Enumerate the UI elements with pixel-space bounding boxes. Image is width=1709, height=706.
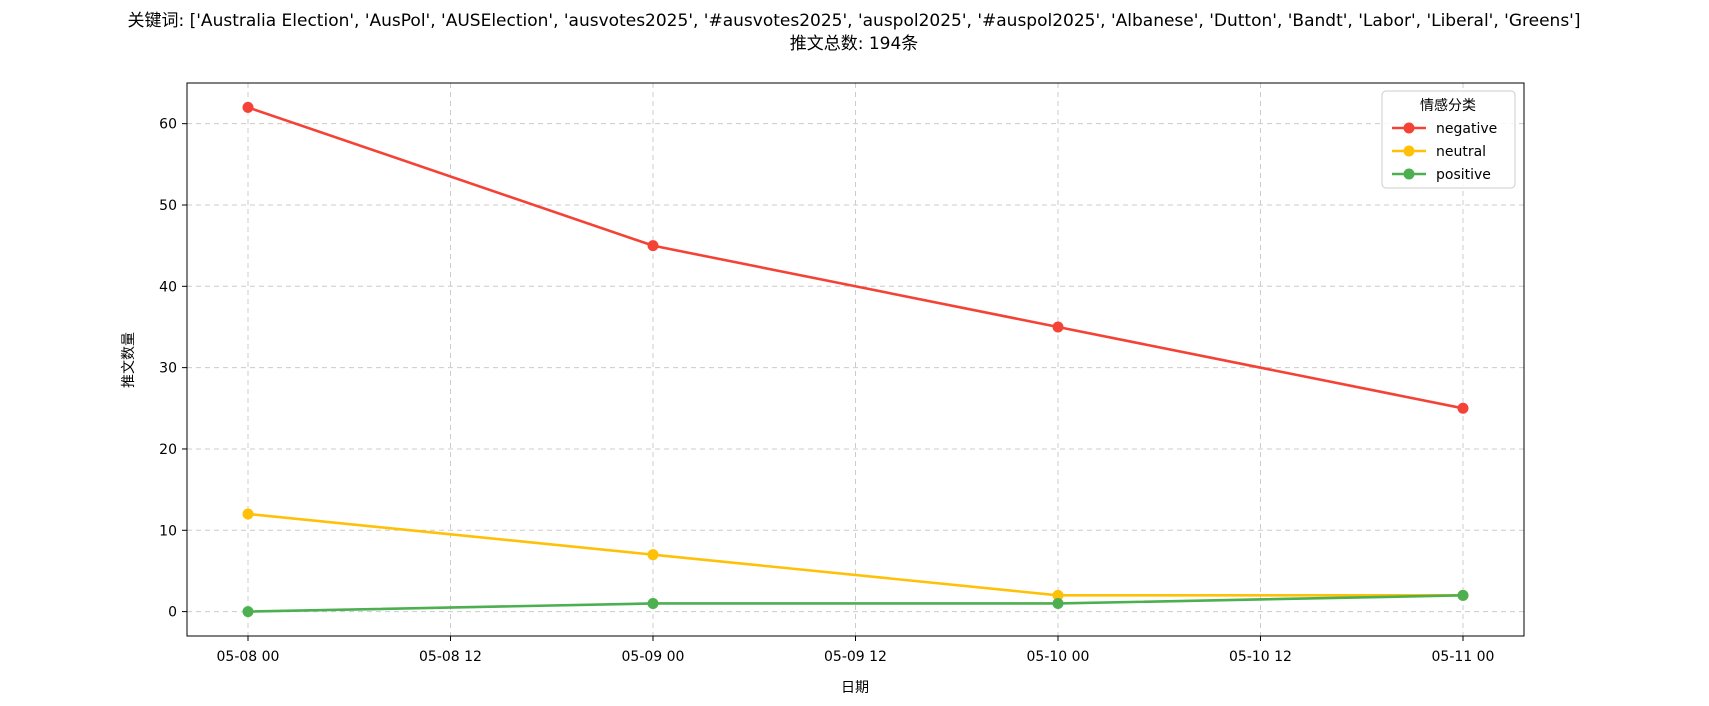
legend-marker-neutral <box>1403 145 1415 157</box>
axis-ticks: 05-08 00 05-08 12 05-09 00 05-09 12 05-10 00… <box>159 117 1494 665</box>
data-point-negative <box>647 240 659 252</box>
legend-marker-negative <box>1403 122 1415 134</box>
x-tick-label: 05-10 12 <box>1229 649 1292 665</box>
data-point-positive <box>1457 589 1469 601</box>
x-tick-label: 05-10 00 <box>1027 649 1090 665</box>
legend-items: negative neutral positive <box>1392 121 1497 183</box>
x-tick-label: 05-11 00 <box>1432 649 1495 665</box>
legend-label-positive: positive <box>1436 167 1491 183</box>
x-tick-label: 05-09 12 <box>824 649 887 665</box>
y-tick-label: 60 <box>159 117 177 133</box>
legend-label-negative: negative <box>1436 121 1497 137</box>
data-point-positive <box>647 597 659 609</box>
y-axis-label: 推文数量 <box>121 332 137 388</box>
legend-label-neutral: neutral <box>1436 144 1486 160</box>
y-tick-label: 20 <box>159 442 177 458</box>
data-point-positive <box>242 606 254 618</box>
series-line-negative <box>246 106 1465 410</box>
series-line-positive <box>246 594 1465 613</box>
y-tick-label: 0 <box>168 605 177 621</box>
legend-frame <box>1381 90 1516 189</box>
series-lines <box>242 101 1469 618</box>
data-point-neutral <box>1052 589 1064 601</box>
legend-title: 情感分类 <box>1420 97 1476 114</box>
chart-title-line-2: 推文总数: 194条 <box>790 34 919 54</box>
x-tick-label: 05-09 00 <box>622 649 685 665</box>
y-tick-label: 30 <box>159 361 177 377</box>
data-point-neutral <box>242 508 254 520</box>
y-tick-label: 50 <box>159 198 177 214</box>
x-tick-label: 05-08 12 <box>419 649 482 665</box>
data-point-neutral <box>647 549 659 561</box>
legend: 情感分类 negative neutral positive <box>1381 90 1516 189</box>
y-tick-label: 10 <box>159 523 177 539</box>
legend-marker-positive <box>1403 168 1415 180</box>
data-point-negative <box>1457 402 1469 414</box>
chart-title-line-1: 关键词: ['Australia Election', 'AusPol', 'A… <box>128 11 1581 31</box>
data-point-positive <box>1052 597 1064 609</box>
data-point-negative <box>242 101 254 113</box>
y-tick-label: 40 <box>159 279 177 295</box>
data-point-negative <box>1052 321 1064 333</box>
x-axis-label: 日期 <box>841 680 869 696</box>
series-line-neutral <box>246 512 1465 597</box>
x-tick-label: 05-08 00 <box>217 649 280 665</box>
